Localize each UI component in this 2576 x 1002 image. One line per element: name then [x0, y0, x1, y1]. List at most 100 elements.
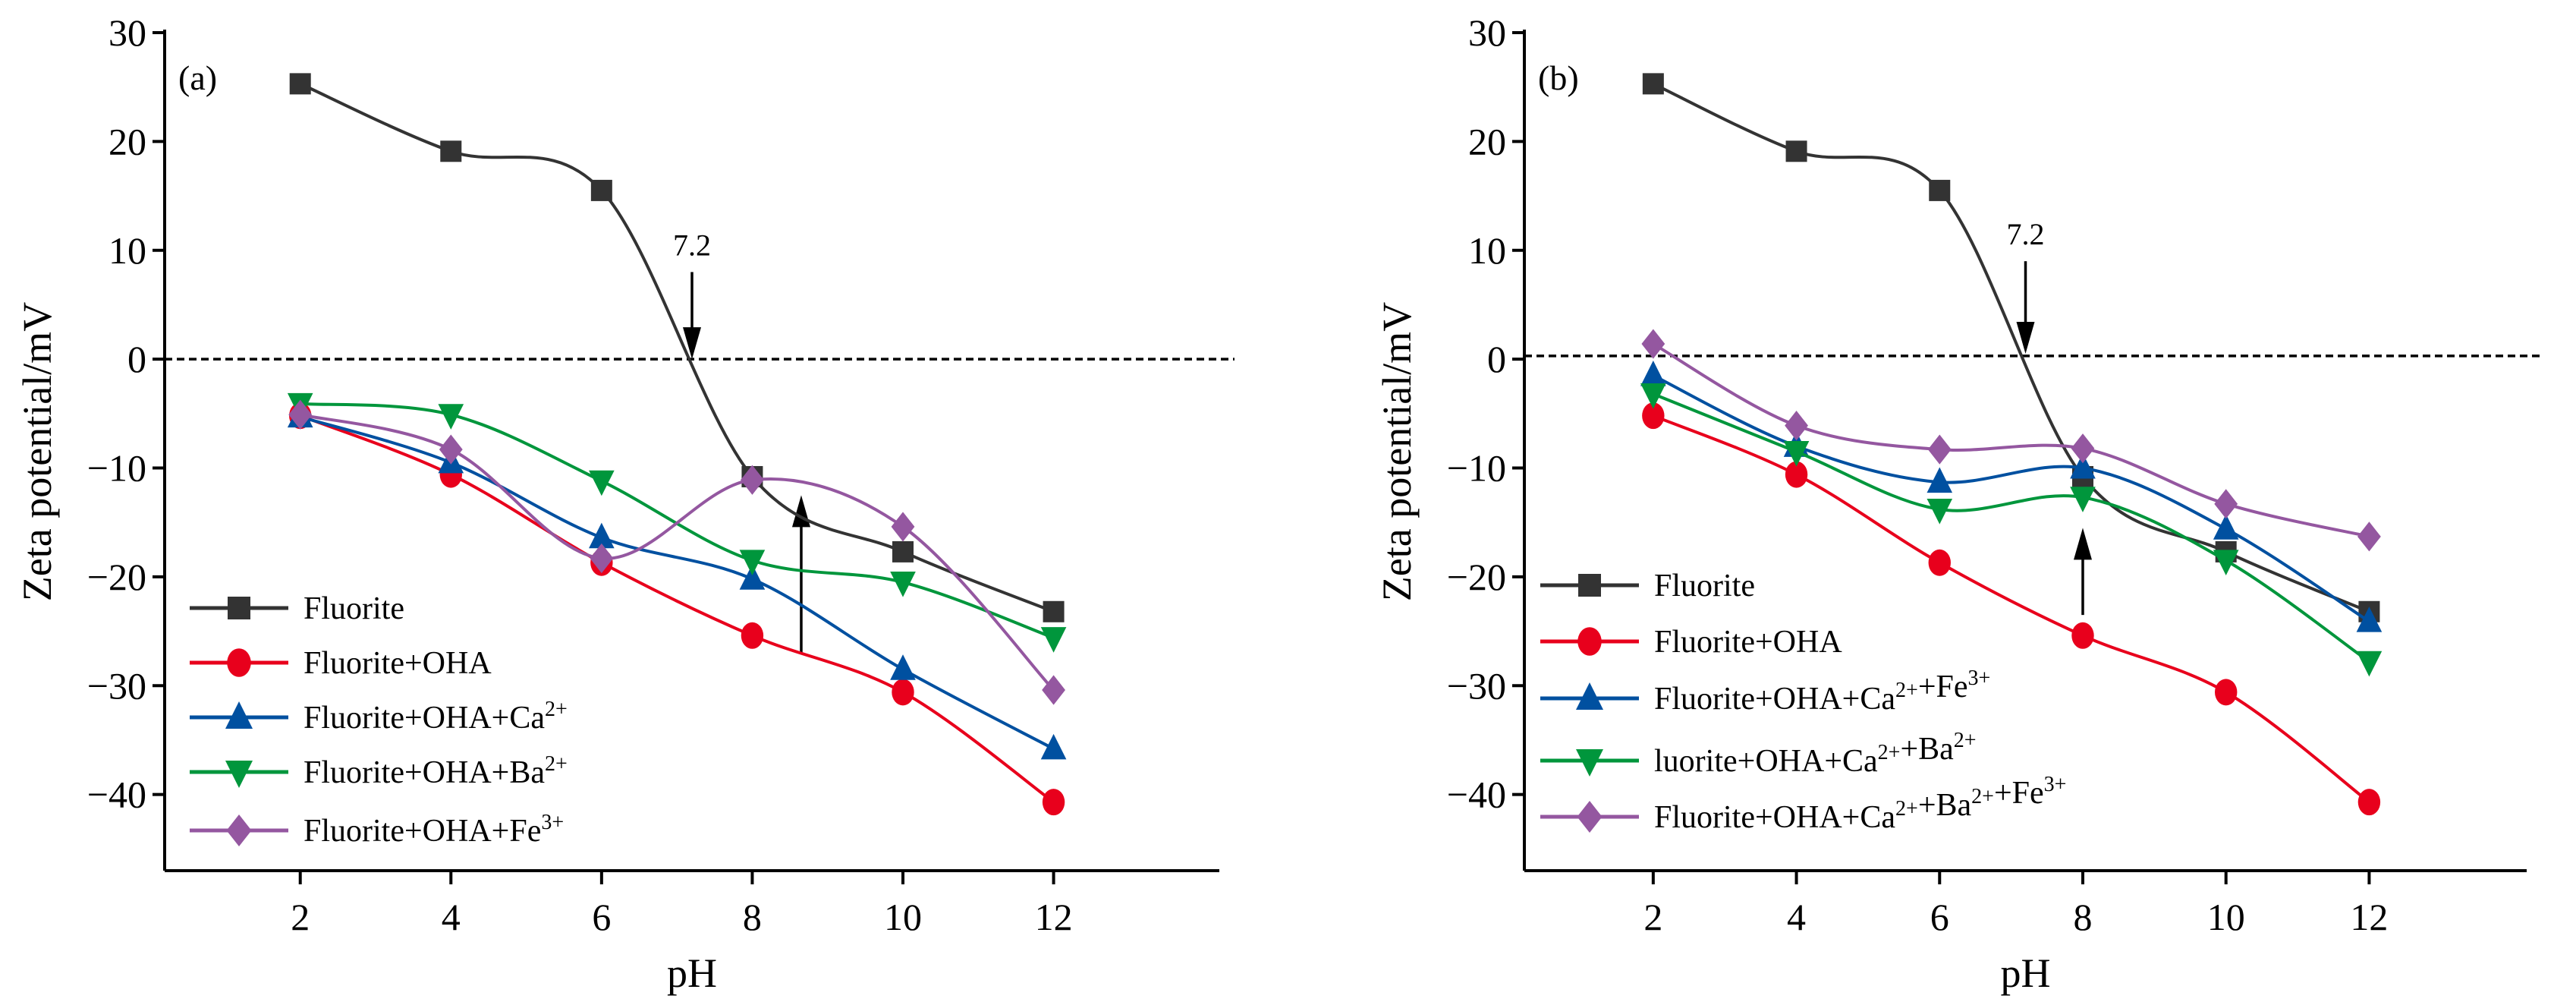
marker-circle — [741, 622, 764, 649]
legend-superscript: 2+ — [1954, 729, 1977, 752]
legend-superscript: 2+ — [1971, 785, 1994, 808]
y-tick-label: −20 — [87, 556, 146, 598]
x-tick-label: 8 — [2073, 896, 2092, 938]
y-tick-label: −30 — [1447, 664, 1506, 707]
legend-text: Fluorite+OHA+Fe — [304, 814, 541, 849]
y-tick-label: 0 — [127, 338, 146, 380]
legend-item: Fluorite+OHA — [190, 646, 492, 681]
legend-item: Fluorite+OHA+Fe3+ — [190, 811, 564, 849]
y-tick-label: 0 — [1487, 338, 1506, 380]
legend-label: Fluorite+OHA+Ca2+ — [304, 698, 568, 736]
legend-text: +Ba — [1918, 788, 1972, 823]
annotation-label: 7.2 — [673, 228, 711, 262]
x-tick-label: 12 — [1035, 896, 1073, 938]
x-tick-label: 10 — [2207, 896, 2245, 938]
chart-panel-a: 30 20 10 0 −10 −20 −30 −40 2 4 6 8 10 12 pH Zeta potent… — [14, 11, 1235, 996]
series-0 — [289, 73, 1065, 622]
series-1 — [1642, 402, 2381, 816]
marker-square — [1785, 140, 1807, 162]
legend-superscript: 2+ — [545, 698, 568, 721]
y-tick-label: −10 — [87, 447, 146, 490]
legend-text: Fluorite — [304, 591, 404, 626]
marker-triangle-up — [1926, 467, 1953, 493]
legend-label: Fluorite+OHA+Ca2++Fe3+ — [1654, 666, 1990, 717]
annotation-label: 7.2 — [2007, 217, 2045, 251]
series-line — [299, 82, 1055, 613]
marker-circle — [1928, 549, 1951, 576]
marker-diamond — [2357, 521, 2381, 552]
legend-label: Fluorite+OHA+Ca2++Ba2++Fe3+ — [1654, 773, 2066, 835]
x-tick-label: 2 — [1643, 896, 1662, 938]
panel-label: (b) — [1538, 58, 1579, 97]
x-tick-label: 8 — [743, 896, 762, 938]
legend-label: Fluorite — [304, 591, 404, 626]
y-tick-label: 30 — [109, 11, 146, 54]
legend-superscript: 2+ — [1878, 741, 1901, 764]
marker-triangle-down — [589, 470, 615, 496]
series-line — [299, 414, 1055, 804]
x-tick-label: 10 — [884, 896, 922, 938]
marker-diamond — [1042, 675, 1065, 705]
marker-circle — [2215, 679, 2238, 706]
series-0 — [1642, 73, 2380, 622]
x-tick-label: 6 — [592, 896, 611, 938]
series-1 — [289, 402, 1065, 816]
legend-item: luorite+OHA+Ca2++Ba2+ — [1540, 729, 1977, 779]
legend-text: Fluorite+OHA — [1654, 625, 1842, 660]
marker-circle — [2357, 789, 2381, 816]
marker-triangle-down — [1040, 627, 1067, 653]
legend-label: Fluorite+OHA — [1654, 625, 1842, 660]
legend-text: Fluorite — [1654, 569, 1755, 603]
x-tick-label: 2 — [291, 896, 310, 938]
arrow-down-icon — [683, 327, 701, 360]
marker-triangle-down — [2070, 487, 2096, 512]
y-tick-label: 20 — [109, 120, 146, 162]
marker-triangle-up — [225, 701, 253, 729]
legend-text: Fluorite+OHA — [304, 646, 492, 681]
marker-square — [1929, 179, 1951, 201]
series-2 — [287, 402, 1067, 760]
marker-triangle-up — [1576, 682, 1603, 710]
legend-label: luorite+OHA+Ca2++Ba2+ — [1654, 729, 1977, 779]
legend-text: Fluorite+OHA+Ca — [304, 701, 545, 736]
y-tick-label: 20 — [1468, 120, 1506, 162]
y-tick-label: −40 — [1447, 774, 1506, 816]
marker-triangle-down — [739, 550, 766, 575]
legend-superscript: 2+ — [545, 752, 568, 776]
legend-text: +Fe — [1918, 670, 1968, 704]
marker-circle — [2071, 622, 2094, 649]
marker-diamond — [741, 465, 764, 495]
marker-triangle-up — [1640, 361, 1666, 386]
marker-circle — [1042, 789, 1065, 816]
marker-triangle-down — [1783, 441, 1810, 467]
marker-triangle-down — [2356, 651, 2383, 677]
marker-triangle-up — [2070, 452, 2096, 479]
marker-triangle-up — [2356, 607, 2383, 632]
legend-item: Fluorite+OHA+Ca2++Fe3+ — [1540, 666, 1990, 717]
y-tick-label: 10 — [1468, 229, 1506, 272]
series-4 — [288, 399, 1065, 705]
marker-triangle-up — [2213, 514, 2239, 540]
x-axis-label: pH — [667, 950, 717, 996]
arrow-down-icon — [2016, 321, 2035, 354]
series-line — [1652, 82, 2370, 613]
marker-square — [228, 597, 250, 619]
series-line — [1653, 392, 2370, 663]
x-tick-label: 12 — [2350, 896, 2388, 938]
x-axis-label: pH — [2001, 950, 2051, 996]
y-tick-label: −10 — [1447, 447, 1506, 490]
series-line — [1653, 414, 2370, 804]
legend-text: luorite+OHA+Ca — [1654, 744, 1878, 779]
marker-circle — [1577, 627, 1602, 656]
legend-text: Fluorite+OHA+Ca — [1654, 682, 1895, 717]
marker-triangle-down — [225, 761, 253, 788]
x-tick-label: 6 — [1930, 896, 1949, 938]
legend-text: +Fe — [1994, 776, 2044, 811]
marker-circle — [1785, 461, 1808, 488]
legend-item: Fluorite+OHA+Ca2++Ba2++Fe3+ — [1540, 773, 2066, 835]
marker-square — [1642, 73, 1664, 95]
marker-square — [1043, 600, 1065, 622]
marker-triangle-down — [438, 404, 464, 430]
x-tick-label: 4 — [442, 896, 461, 938]
